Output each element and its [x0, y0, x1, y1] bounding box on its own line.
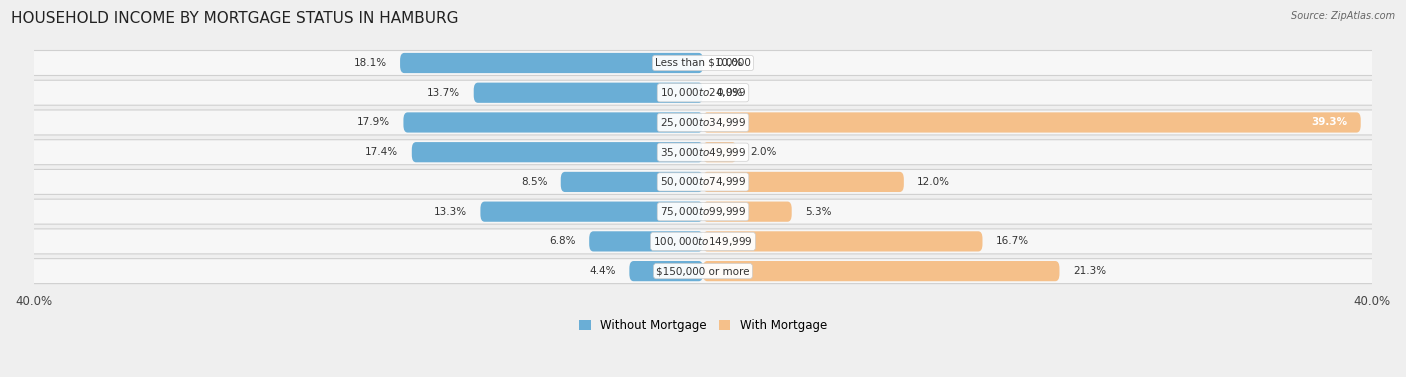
FancyBboxPatch shape: [404, 112, 703, 133]
Text: 13.7%: 13.7%: [427, 88, 460, 98]
Text: 5.3%: 5.3%: [806, 207, 831, 217]
FancyBboxPatch shape: [8, 110, 1398, 135]
Text: 17.9%: 17.9%: [357, 118, 389, 127]
FancyBboxPatch shape: [703, 261, 1060, 281]
FancyBboxPatch shape: [8, 259, 1398, 284]
Text: 16.7%: 16.7%: [995, 236, 1029, 247]
Text: 12.0%: 12.0%: [917, 177, 950, 187]
Text: HOUSEHOLD INCOME BY MORTGAGE STATUS IN HAMBURG: HOUSEHOLD INCOME BY MORTGAGE STATUS IN H…: [11, 11, 458, 26]
Text: 21.3%: 21.3%: [1073, 266, 1107, 276]
FancyBboxPatch shape: [703, 142, 737, 162]
Text: $150,000 or more: $150,000 or more: [657, 266, 749, 276]
Text: $75,000 to $99,999: $75,000 to $99,999: [659, 205, 747, 218]
Text: 18.1%: 18.1%: [353, 58, 387, 68]
Text: $10,000 to $24,999: $10,000 to $24,999: [659, 86, 747, 99]
Text: 13.3%: 13.3%: [434, 207, 467, 217]
Text: $100,000 to $149,999: $100,000 to $149,999: [654, 235, 752, 248]
FancyBboxPatch shape: [8, 80, 1398, 105]
Text: $25,000 to $34,999: $25,000 to $34,999: [659, 116, 747, 129]
Text: 2.0%: 2.0%: [749, 147, 776, 157]
FancyBboxPatch shape: [401, 53, 703, 73]
FancyBboxPatch shape: [703, 231, 983, 251]
Text: 4.4%: 4.4%: [589, 266, 616, 276]
FancyBboxPatch shape: [8, 140, 1398, 165]
Text: 0.0%: 0.0%: [717, 58, 742, 68]
FancyBboxPatch shape: [8, 199, 1398, 224]
Text: 0.0%: 0.0%: [717, 88, 742, 98]
FancyBboxPatch shape: [703, 202, 792, 222]
Text: 17.4%: 17.4%: [366, 147, 398, 157]
FancyBboxPatch shape: [474, 83, 703, 103]
Text: 6.8%: 6.8%: [550, 236, 576, 247]
Text: $35,000 to $49,999: $35,000 to $49,999: [659, 146, 747, 159]
FancyBboxPatch shape: [589, 231, 703, 251]
FancyBboxPatch shape: [412, 142, 703, 162]
FancyBboxPatch shape: [703, 172, 904, 192]
Text: 39.3%: 39.3%: [1312, 118, 1347, 127]
Text: 8.5%: 8.5%: [520, 177, 547, 187]
FancyBboxPatch shape: [561, 172, 703, 192]
Text: $50,000 to $74,999: $50,000 to $74,999: [659, 175, 747, 188]
Text: Less than $10,000: Less than $10,000: [655, 58, 751, 68]
Legend: Without Mortgage, With Mortgage: Without Mortgage, With Mortgage: [574, 314, 832, 337]
FancyBboxPatch shape: [8, 51, 1398, 75]
FancyBboxPatch shape: [8, 229, 1398, 254]
FancyBboxPatch shape: [703, 112, 1361, 133]
FancyBboxPatch shape: [8, 169, 1398, 195]
FancyBboxPatch shape: [481, 202, 703, 222]
FancyBboxPatch shape: [630, 261, 703, 281]
Text: Source: ZipAtlas.com: Source: ZipAtlas.com: [1291, 11, 1395, 21]
